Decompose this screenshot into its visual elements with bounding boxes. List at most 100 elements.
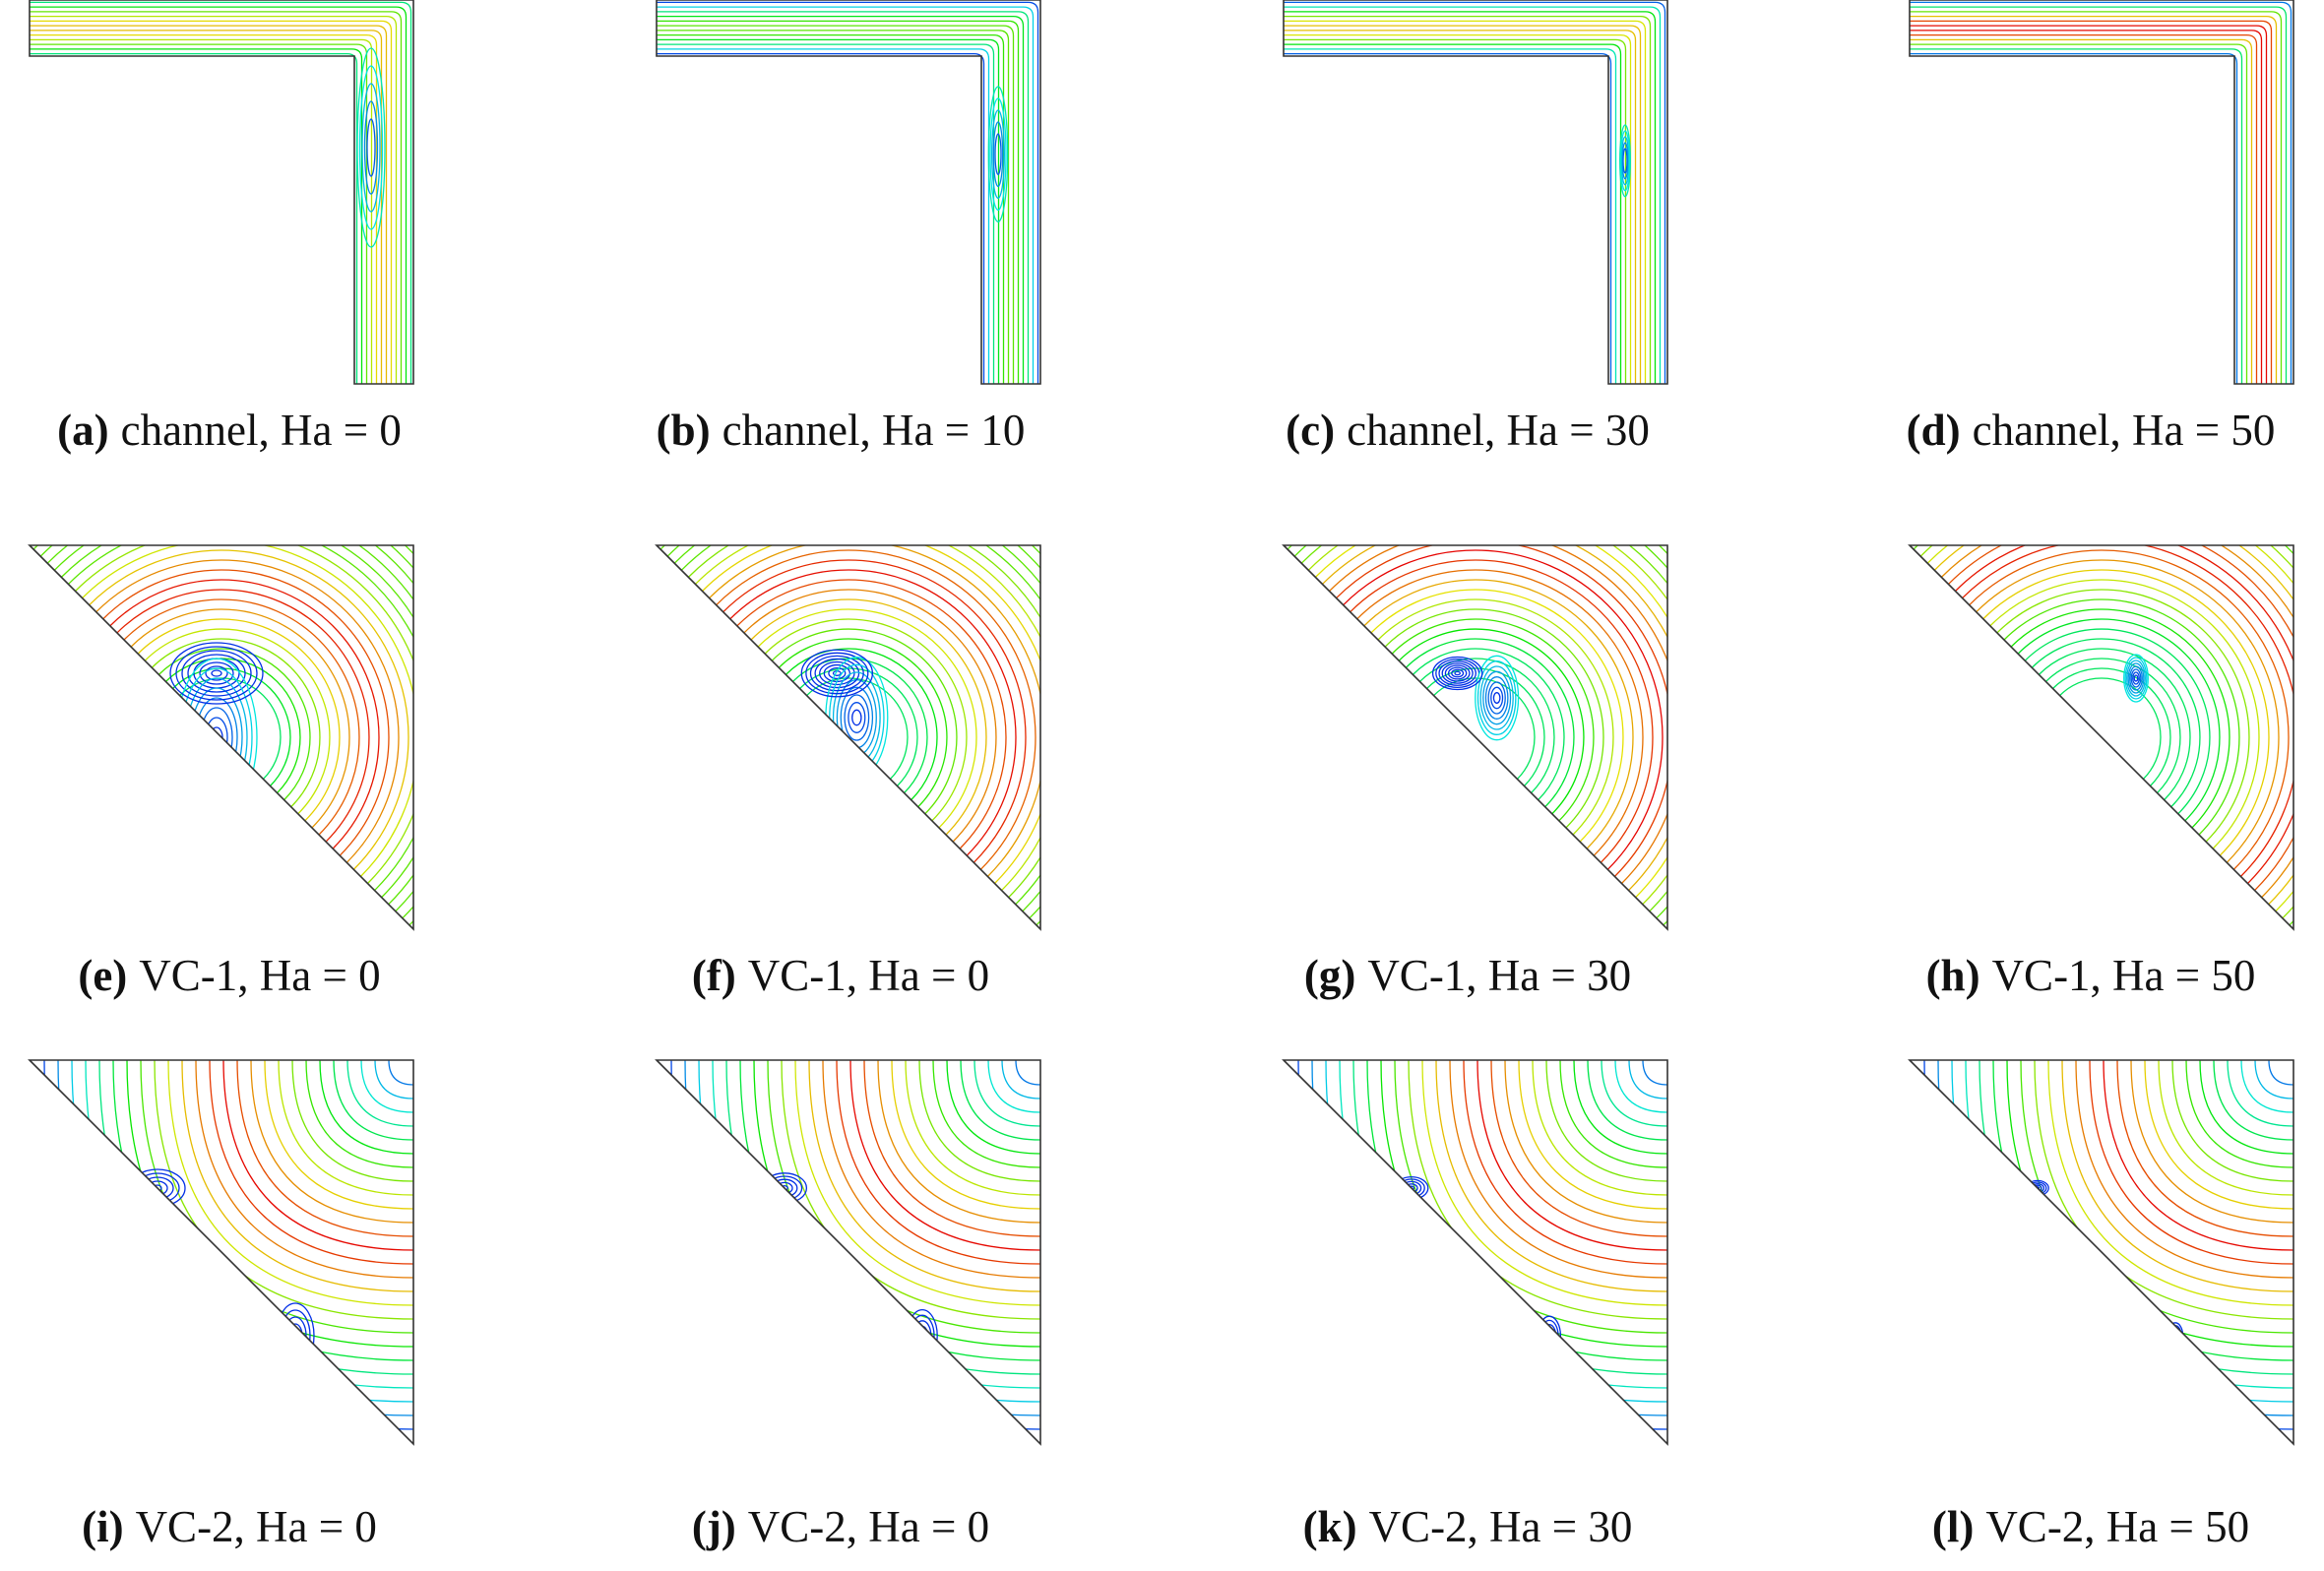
streamline	[2003, 598, 2240, 836]
streamline	[1463, 1060, 1667, 1265]
vortex	[2123, 654, 2149, 703]
streamline	[1910, 43, 2248, 384]
streamline	[181, 1060, 413, 1292]
vortex	[1619, 124, 1631, 198]
streamline	[1284, 15, 1652, 384]
streamline	[2240, 1060, 2293, 1113]
streamline	[657, 38, 1000, 384]
streamline	[1910, 20, 2273, 384]
streamline	[1336, 545, 1667, 877]
streamlines	[30, 1, 412, 384]
streamline	[657, 43, 995, 384]
streamline	[725, 1060, 1040, 1375]
vortex	[989, 97, 1007, 211]
vortex	[1621, 142, 1629, 180]
streamline	[75, 545, 413, 884]
streamlines	[1287, 545, 1667, 926]
streamline	[2116, 1060, 2293, 1237]
streamline	[1307, 545, 1667, 906]
streamline	[264, 1060, 413, 1210]
vortex	[1431, 656, 1483, 691]
vortex	[805, 652, 869, 695]
streamline	[736, 579, 1007, 849]
panel-caption: (k) VC-2, Ha = 30	[1303, 1502, 1633, 1551]
streamline	[657, 33, 1005, 384]
streamline	[750, 598, 987, 836]
streamline-plot	[1908, 544, 2294, 931]
streamline	[1937, 1060, 2293, 1416]
streamline	[1940, 545, 2293, 899]
streamline	[2010, 608, 2230, 829]
streamline	[1545, 1060, 1667, 1182]
streamline	[974, 1060, 1040, 1127]
streamline	[1910, 1, 2293, 384]
caption-text: VC-2, Ha = 30	[1369, 1502, 1633, 1551]
streamline	[767, 1060, 1040, 1334]
streamline	[1490, 1060, 1667, 1237]
streamline	[1300, 545, 1667, 912]
channel-wall	[1283, 0, 1668, 385]
vortex	[1444, 664, 1471, 682]
panel-caption: (b) channel, Ha = 10	[657, 406, 1026, 455]
cavity-wall	[655, 544, 1041, 931]
streamline	[1293, 545, 1667, 919]
streamline	[1366, 1060, 1667, 1361]
streamline	[2075, 1060, 2293, 1279]
panel-label: (i)	[82, 1502, 123, 1551]
vortex	[356, 47, 386, 248]
panel-caption: (i) VC-2, Ha = 0	[82, 1502, 377, 1551]
caption-text: VC-1, Ha = 30	[1367, 951, 1631, 1000]
streamline	[2020, 1060, 2293, 1334]
streamline	[1996, 589, 2250, 843]
streamlines	[43, 1060, 413, 1430]
streamline	[716, 549, 1036, 870]
streamline	[1284, 6, 1662, 384]
vortex	[180, 667, 253, 807]
streamline	[757, 608, 977, 829]
streamline	[116, 589, 370, 843]
streamline	[30, 43, 368, 384]
vortex	[836, 679, 877, 756]
streamline	[1910, 30, 2263, 384]
streamline	[1391, 618, 1595, 822]
streamline-plot	[1909, 0, 2294, 385]
streamline	[1982, 569, 2270, 856]
streamline	[960, 1060, 1040, 1141]
vortex	[1451, 668, 1465, 678]
vortex	[211, 669, 222, 677]
streamline	[808, 1060, 1040, 1292]
streamline	[806, 677, 909, 780]
vortex	[361, 83, 381, 213]
streamline	[95, 559, 400, 863]
streamline	[863, 1060, 1040, 1237]
streamline	[778, 638, 948, 808]
vortex	[994, 133, 1002, 175]
panel-label: (b)	[657, 406, 711, 455]
panel-caption: (d) channel, Ha = 50	[1907, 406, 2276, 455]
streamline-plot	[1282, 1059, 1668, 1446]
panel-caption: (e) VC-1, Ha = 0	[78, 951, 380, 1000]
streamline	[1518, 1060, 1667, 1210]
streamline-plot	[1908, 1059, 2294, 1446]
vortex	[181, 650, 252, 697]
streamline	[836, 1060, 1040, 1265]
vortex	[2124, 657, 2148, 700]
channel-wall	[1909, 0, 2294, 385]
streamline	[30, 38, 373, 384]
streamline	[660, 545, 1040, 926]
streamline	[1951, 1060, 2293, 1403]
streamline-plot	[656, 0, 1041, 385]
panel-label: (e)	[78, 951, 127, 1000]
streamline	[1325, 1060, 1667, 1403]
streamline	[71, 1060, 413, 1403]
streamline	[1910, 52, 2238, 384]
vortex	[2171, 1330, 2179, 1342]
channel-wall	[656, 0, 1041, 385]
vortex	[992, 121, 1004, 187]
vortex	[205, 665, 228, 681]
streamline	[30, 6, 408, 384]
streamline	[89, 549, 409, 870]
streamline	[905, 1060, 1040, 1196]
streamline	[1913, 545, 2293, 926]
streamline	[1343, 549, 1664, 870]
